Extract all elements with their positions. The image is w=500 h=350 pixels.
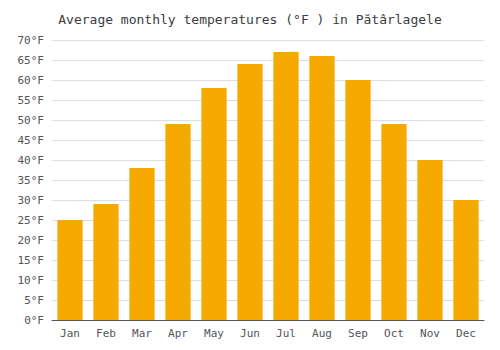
svg-text:May: May [204,327,224,340]
svg-text:15°F: 15°F [18,254,45,267]
svg-text:Average monthly temperatures (: Average monthly temperatures (°F ) in Pă… [58,12,442,27]
svg-text:50°F: 50°F [18,114,45,127]
svg-text:Mar: Mar [132,327,152,340]
svg-text:Jan: Jan [60,327,80,340]
svg-text:Dec: Dec [456,327,476,340]
svg-text:Feb: Feb [96,327,116,340]
svg-text:25°F: 25°F [18,214,45,227]
svg-text:65°F: 65°F [18,54,45,67]
svg-text:55°F: 55°F [18,94,45,107]
svg-text:30°F: 30°F [18,194,45,207]
svg-text:Oct: Oct [384,327,404,340]
svg-text:70°F: 70°F [18,34,45,47]
svg-text:20°F: 20°F [18,234,45,247]
svg-text:35°F: 35°F [18,174,45,187]
svg-text:Apr: Apr [168,327,188,340]
svg-text:5°F: 5°F [24,294,44,307]
svg-text:Jun: Jun [240,327,260,340]
svg-text:Aug: Aug [312,327,332,340]
svg-text:60°F: 60°F [18,74,45,87]
svg-text:Sep: Sep [348,327,368,340]
svg-text:Nov: Nov [420,327,440,340]
svg-text:0°F: 0°F [24,314,44,327]
svg-text:Jul: Jul [276,327,296,340]
svg-text:45°F: 45°F [18,134,45,147]
svg-text:10°F: 10°F [18,274,45,287]
svg-text:40°F: 40°F [18,154,45,167]
